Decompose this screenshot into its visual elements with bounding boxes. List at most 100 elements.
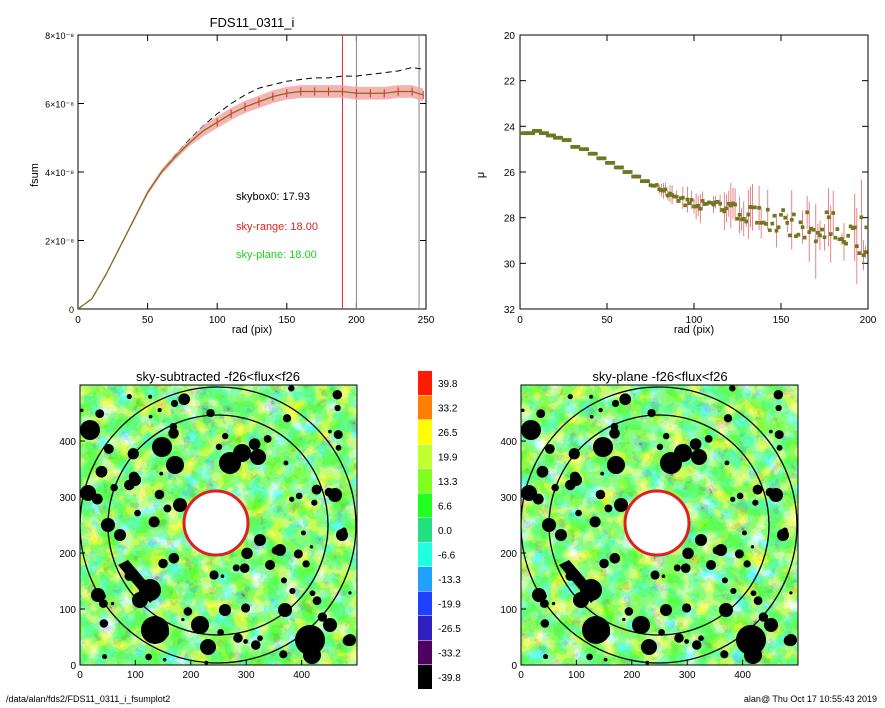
- masked-source: [729, 385, 736, 392]
- sky-plane-axes: 0 100 200 300 400 0 100 200 300 400: [500, 437, 751, 681]
- mu-point: [789, 217, 794, 222]
- masked-source: [265, 560, 275, 570]
- mu-point: [698, 206, 703, 211]
- masked-source: [236, 451, 247, 463]
- masked-source: [263, 434, 272, 443]
- masked-source: [148, 414, 153, 419]
- outer-ring: [80, 386, 357, 664]
- map-y-tick-label: 400: [59, 437, 76, 448]
- footer-user-time: alan@ Thu Oct 17 10:55:43 2019: [743, 694, 877, 704]
- mu-point: [757, 206, 761, 210]
- colorbar-label: 0.0: [438, 526, 452, 537]
- map-x-tick-label: 200: [623, 670, 640, 681]
- masked-source: [289, 496, 295, 502]
- masked-source: [752, 484, 763, 495]
- masked-source: [124, 479, 135, 491]
- fsum-y-tick-label: 0: [69, 305, 74, 315]
- masked-source: [567, 394, 573, 400]
- mu-point: [818, 233, 822, 238]
- masked-source: [159, 628, 170, 639]
- mu-point: [654, 183, 659, 187]
- masked-source: [536, 465, 549, 478]
- mu-point: [646, 179, 650, 183]
- sky-subtracted-title: sky-subtracted -f26<flux<f26: [136, 369, 300, 384]
- masked-source: [219, 604, 231, 616]
- mu-y-tick-label: 30: [504, 259, 516, 270]
- map-x-tick-label: 0: [77, 670, 83, 681]
- map-x-tick-label: 100: [127, 670, 144, 681]
- masked-source: [586, 653, 593, 661]
- mu-point: [637, 174, 642, 179]
- colorbar-label: -19.9: [438, 600, 461, 611]
- mu-point: [681, 195, 685, 200]
- masked-source: [241, 547, 253, 560]
- masked-source: [789, 591, 793, 595]
- masked-source: [95, 465, 108, 478]
- mu-point: [696, 203, 701, 208]
- masked-source: [217, 629, 224, 636]
- masked-source: [622, 617, 626, 622]
- masked-source: [168, 428, 179, 439]
- mu-point: [863, 250, 868, 254]
- mu-point: [733, 202, 737, 207]
- mu-x-tick-label: 100: [686, 315, 703, 326]
- masked-source: [521, 420, 541, 440]
- mu-point: [864, 225, 869, 230]
- map-y-tick-label: 200: [500, 549, 517, 560]
- masked-source: [764, 618, 778, 632]
- mu-point: [831, 211, 836, 215]
- masked-source: [680, 563, 691, 573]
- masked-source: [163, 504, 172, 513]
- mu-point: [676, 199, 681, 203]
- masked-source: [551, 601, 556, 606]
- masked-source: [232, 564, 240, 572]
- masked-source: [80, 420, 100, 440]
- mu-point: [567, 138, 572, 142]
- masked-source: [573, 592, 589, 608]
- masked-source: [248, 438, 261, 450]
- masked-source: [158, 558, 168, 569]
- masked-source: [148, 516, 160, 528]
- map-y-tick-label: 100: [59, 605, 76, 616]
- masked-source: [159, 471, 164, 476]
- masked-source: [765, 487, 775, 497]
- masked-source: [532, 493, 544, 505]
- masked-source: [282, 414, 292, 423]
- map-x-tick-label: 400: [734, 670, 751, 681]
- masked-source: [91, 493, 103, 505]
- masked-source: [114, 529, 126, 541]
- masked-source: [773, 390, 784, 400]
- fsum-y-tick-label: 8×10⁻⁸: [45, 31, 74, 41]
- mu-point: [687, 201, 692, 206]
- mu-point: [802, 235, 807, 240]
- masked-source: [611, 399, 620, 408]
- mu-point: [711, 202, 716, 207]
- masked-source: [600, 471, 605, 476]
- masked-source: [323, 618, 337, 632]
- mu-point: [857, 251, 862, 255]
- mu-point: [602, 156, 607, 161]
- masked-source: [543, 654, 549, 660]
- masked-source: [166, 456, 184, 474]
- footer-file-path: /data/alan/fds2/FDS11_0311_i_fsumplot2: [6, 694, 171, 704]
- colorbar-swatch: [418, 665, 432, 689]
- masked-source: [126, 394, 132, 400]
- mu-point: [811, 227, 816, 232]
- mu-y-tick-label: 24: [504, 122, 516, 133]
- map-x-tick-label: 400: [293, 670, 310, 681]
- mu-point: [744, 219, 749, 224]
- masked-source: [333, 430, 343, 440]
- masked-source: [736, 492, 744, 500]
- masked-source: [650, 570, 660, 580]
- mu-point: [800, 225, 805, 230]
- masked-source: [565, 479, 576, 491]
- mu-point: [746, 212, 751, 217]
- masked-source: [743, 560, 751, 568]
- masked-source: [521, 408, 525, 412]
- sky-subtracted-image: [80, 385, 357, 665]
- center-hole: [182, 489, 250, 557]
- masked-source: [769, 429, 773, 434]
- mu-x-axis-label: rad (pix): [674, 324, 714, 336]
- masked-source: [682, 547, 694, 560]
